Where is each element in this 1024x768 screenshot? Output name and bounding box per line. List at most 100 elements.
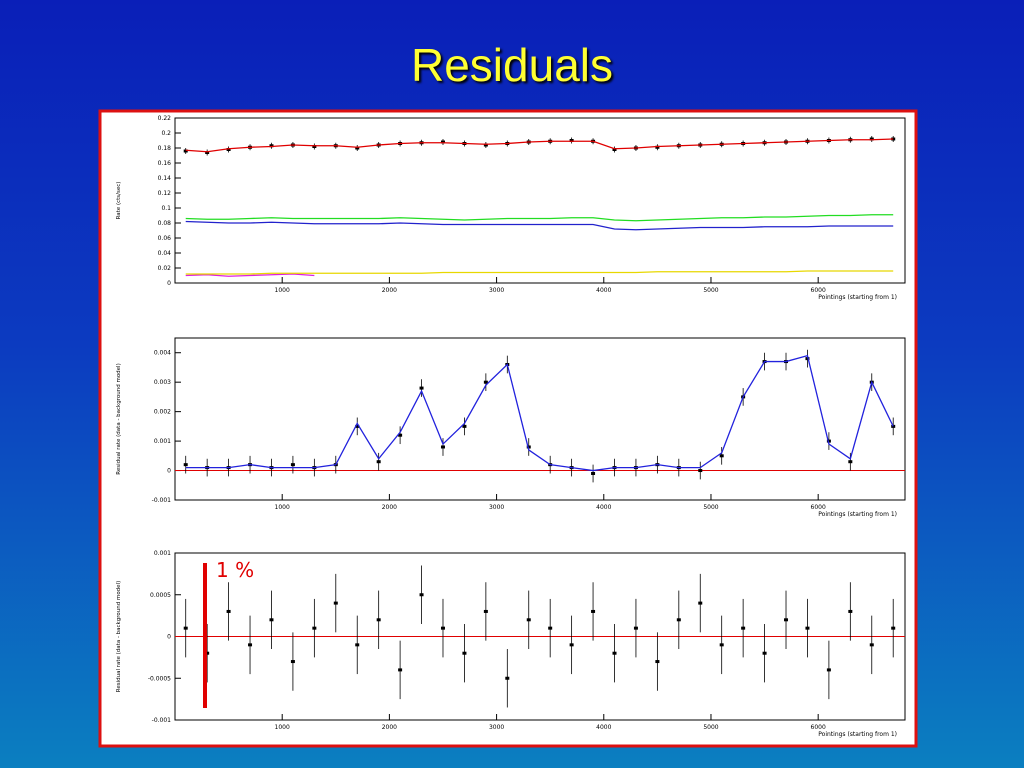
data-point xyxy=(826,439,831,443)
data-point xyxy=(505,676,510,680)
y-tick-label: 0.004 xyxy=(154,350,171,357)
y-tick-label: 0.14 xyxy=(158,175,172,182)
x-tick-label: 3000 xyxy=(489,504,504,511)
plot-frame xyxy=(174,337,906,501)
data-point xyxy=(848,460,853,464)
x-tick-label: 1000 xyxy=(275,724,290,731)
data-point xyxy=(483,380,488,384)
data-point xyxy=(612,148,617,151)
y-axis-label: Residual rate (data - background model) xyxy=(116,363,122,474)
y-tick-label: 0 xyxy=(167,468,171,475)
x-tick-label: 5000 xyxy=(703,287,718,294)
series-line xyxy=(185,138,894,153)
x-tick-label: 2000 xyxy=(382,504,397,511)
data-point xyxy=(869,643,874,647)
data-point xyxy=(483,609,488,613)
data-point xyxy=(805,626,810,630)
series-line xyxy=(185,273,315,277)
data-point xyxy=(869,137,874,141)
data-point xyxy=(569,643,574,647)
data-point xyxy=(440,626,445,630)
data-point xyxy=(741,626,746,630)
y-axis-label: Rate (cts/sec) xyxy=(116,182,122,220)
data-point xyxy=(205,651,210,655)
plot-frame xyxy=(174,117,906,284)
x-axis-label: Pointings (starting from 1) xyxy=(818,294,897,301)
data-point xyxy=(848,609,853,613)
series-line xyxy=(185,270,894,275)
x-tick-label: 1000 xyxy=(275,287,290,294)
data-point xyxy=(440,140,445,144)
y-tick-label: 0.04 xyxy=(158,250,172,257)
data-point xyxy=(655,660,660,664)
y-tick-label: 0.12 xyxy=(158,190,172,197)
y-tick-label: 0.002 xyxy=(154,409,171,416)
data-point xyxy=(591,609,596,613)
data-point xyxy=(226,148,231,151)
data-point xyxy=(226,609,231,613)
y-tick-label: 0 xyxy=(167,634,171,641)
data-point xyxy=(719,643,724,647)
x-tick-label: 4000 xyxy=(596,504,611,511)
series-line xyxy=(185,214,894,222)
y-tick-label: -0.001 xyxy=(152,717,172,724)
y-tick-label: -0.001 xyxy=(152,497,172,504)
series-line xyxy=(185,220,894,231)
y-tick-label: 0 xyxy=(167,280,171,287)
x-tick-label: 1000 xyxy=(275,504,290,511)
annotation: 1 % xyxy=(216,558,254,582)
data-point xyxy=(440,445,445,449)
data-point xyxy=(333,601,338,605)
y-tick-label: 0.08 xyxy=(158,220,172,227)
data-point xyxy=(376,460,381,464)
data-point xyxy=(269,618,274,622)
data-point xyxy=(290,463,295,467)
y-tick-label: 0.22 xyxy=(158,115,172,122)
data-point xyxy=(526,445,531,449)
data-point xyxy=(269,144,274,148)
data-point xyxy=(419,593,424,597)
data-point xyxy=(891,626,896,630)
x-tick-label: 5000 xyxy=(703,504,718,511)
data-point xyxy=(569,139,574,142)
data-point xyxy=(312,626,317,630)
x-tick-label: 4000 xyxy=(596,287,611,294)
x-axis-label: Pointings (starting from 1) xyxy=(818,731,897,738)
data-point xyxy=(355,146,360,150)
data-point xyxy=(784,618,789,622)
y-tick-label: 0.06 xyxy=(158,235,172,242)
data-point xyxy=(526,618,531,622)
data-point xyxy=(676,618,681,622)
y-tick-label: 0.16 xyxy=(158,160,172,167)
x-tick-label: 3000 xyxy=(489,287,504,294)
y-tick-label: 0.003 xyxy=(154,379,171,386)
y-tick-label: 0.02 xyxy=(158,265,172,272)
data-point xyxy=(355,424,360,428)
data-point xyxy=(698,601,703,605)
data-point xyxy=(462,651,467,655)
data-point xyxy=(462,424,467,428)
data-point xyxy=(591,471,596,475)
y-tick-label: 0.2 xyxy=(161,130,171,137)
data-point xyxy=(205,151,210,154)
data-point xyxy=(805,357,810,361)
data-point xyxy=(612,651,617,655)
data-point xyxy=(183,626,188,630)
data-point xyxy=(398,668,403,672)
x-tick-label: 6000 xyxy=(811,724,826,731)
data-point xyxy=(312,145,317,148)
data-point xyxy=(548,626,553,630)
data-point xyxy=(826,668,831,672)
x-tick-label: 5000 xyxy=(703,724,718,731)
x-tick-label: 2000 xyxy=(382,724,397,731)
y-axis-label: Residual rate (data - background model) xyxy=(116,581,122,692)
data-point xyxy=(419,386,424,390)
x-tick-label: 6000 xyxy=(811,504,826,511)
data-point xyxy=(183,463,188,467)
series-line xyxy=(185,354,894,472)
y-tick-label: 0.18 xyxy=(158,145,172,152)
data-point xyxy=(762,651,767,655)
y-tick-label: 0.001 xyxy=(154,550,171,557)
